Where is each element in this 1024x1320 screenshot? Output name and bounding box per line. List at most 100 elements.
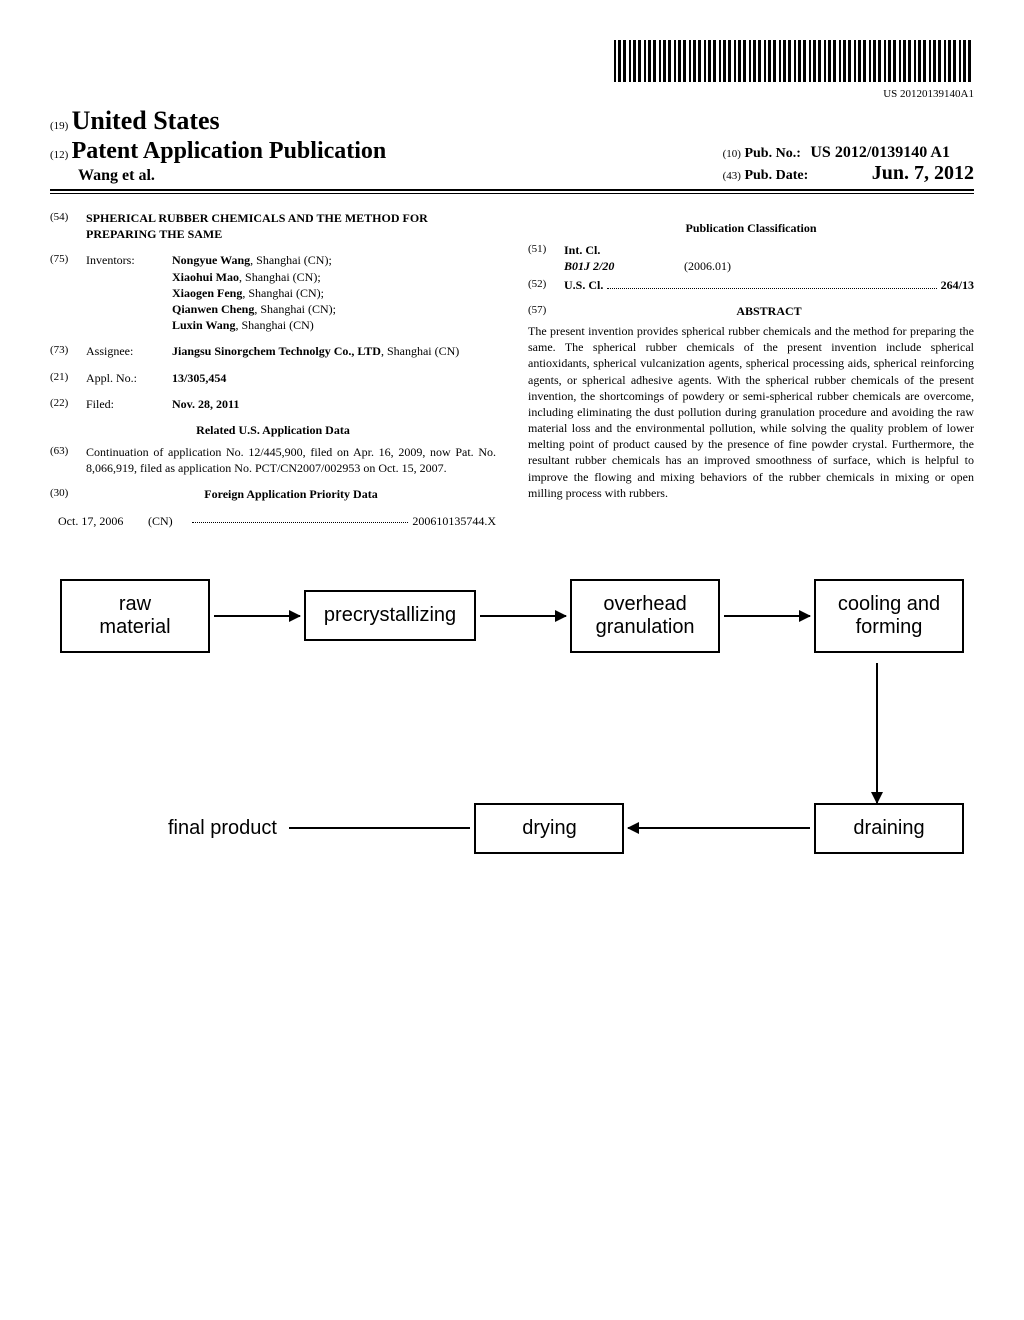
filed-date: Nov. 28, 2011 bbox=[172, 397, 239, 411]
assignee-loc: , Shanghai (CN) bbox=[381, 344, 459, 358]
field-21-label: Appl. No.: bbox=[86, 370, 172, 386]
field-22: (22) Filed: Nov. 28, 2011 bbox=[50, 396, 496, 412]
vert-connector bbox=[60, 663, 964, 803]
inventor-3-name: Qianwen Cheng bbox=[172, 302, 254, 316]
field-21: (21) Appl. No.: 13/305,454 bbox=[50, 370, 496, 386]
field-73-label: Assignee: bbox=[86, 343, 172, 359]
abstract-heading: ABSTRACT bbox=[564, 303, 974, 319]
pub-right: (10) Pub. No.: US 2012/0139140 A1 (43) P… bbox=[723, 144, 974, 185]
dotted-leader-2 bbox=[607, 279, 936, 289]
line-final bbox=[289, 827, 471, 829]
field-54-num: (54) bbox=[50, 210, 86, 242]
invention-title: SPHERICAL RUBBER CHEMICALS AND THE METHO… bbox=[86, 210, 496, 242]
title-block: (19) United States (12) Patent Applicati… bbox=[50, 106, 974, 194]
pub-left: (12) Patent Application Publication Wang… bbox=[50, 138, 386, 185]
field-73: (73) Assignee: Jiangsu Sinorgchem Techno… bbox=[50, 343, 496, 359]
field-30-num: (30) bbox=[50, 486, 86, 502]
intcl-year: (2006.01) bbox=[684, 258, 731, 274]
flow-drying: drying bbox=[474, 803, 624, 854]
inventor-1-name: Xiaohui Mao bbox=[172, 270, 239, 284]
dotted-leader bbox=[192, 513, 408, 523]
inventor-3: Qianwen Cheng, Shanghai (CN); bbox=[172, 301, 496, 317]
arrow-1 bbox=[214, 615, 300, 617]
flowchart: raw material precrystallizing overhead g… bbox=[50, 579, 974, 854]
flow-row-top: raw material precrystallizing overhead g… bbox=[60, 579, 964, 653]
uscl-value: 264/13 bbox=[941, 277, 974, 293]
field-22-label: Filed: bbox=[86, 396, 172, 412]
country-line: (19) United States bbox=[50, 106, 974, 136]
field-73-num: (73) bbox=[50, 343, 86, 359]
foreign-appno: 200610135744.X bbox=[412, 513, 496, 529]
flow-precrystallizing: precrystallizing bbox=[304, 590, 476, 641]
appl-no: 13/305,454 bbox=[172, 371, 226, 385]
field-52-num: (52) bbox=[528, 277, 564, 293]
abstract-text: The present invention provides spherical… bbox=[528, 323, 974, 501]
code-43: (43) bbox=[723, 170, 741, 182]
foreign-country: (CN) bbox=[148, 513, 188, 529]
bibliographic-columns: (54) SPHERICAL RUBBER CHEMICALS AND THE … bbox=[50, 210, 974, 539]
flow-raw-material: raw material bbox=[60, 579, 210, 653]
field-22-num: (22) bbox=[50, 396, 86, 412]
field-51: (51) Int. Cl. B01J 2/20 (2006.01) bbox=[528, 242, 974, 274]
field-51-num: (51) bbox=[528, 242, 564, 274]
field-75: (75) Inventors: Nongyue Wang, Shanghai (… bbox=[50, 252, 496, 333]
inventor-0: Nongyue Wang, Shanghai (CN); bbox=[172, 252, 496, 268]
arrow-4 bbox=[628, 827, 810, 829]
divider bbox=[50, 193, 974, 194]
field-57-num: (57) bbox=[528, 303, 564, 319]
flow-overhead-granulation: overhead granulation bbox=[570, 579, 720, 653]
field-52: (52) U.S. Cl. 264/13 bbox=[528, 277, 974, 293]
foreign-priority-row: Oct. 17, 2006 (CN) 200610135744.X bbox=[58, 513, 496, 529]
inventor-2-name: Xiaogen Feng bbox=[172, 286, 242, 300]
inventor-0-loc: , Shanghai (CN); bbox=[250, 253, 332, 267]
inventor-1-loc: , Shanghai (CN); bbox=[239, 270, 321, 284]
flow-final-product: final product bbox=[160, 805, 285, 852]
intcl-code: B01J 2/20 bbox=[564, 258, 684, 274]
inventor-1: Xiaohui Mao, Shanghai (CN); bbox=[172, 269, 496, 285]
flow-draining: draining bbox=[814, 803, 964, 854]
uscl-row: U.S. Cl. 264/13 bbox=[564, 277, 974, 293]
field-30: (30) Foreign Application Priority Data bbox=[50, 486, 496, 502]
publication-type: Patent Application Publication bbox=[72, 138, 387, 164]
pubdate-label: Pub. Date: bbox=[744, 168, 808, 183]
field-75-label: Inventors: bbox=[86, 252, 172, 333]
related-heading: Related U.S. Application Data bbox=[50, 422, 496, 438]
authors: Wang et al. bbox=[50, 167, 386, 185]
pubno-value: US 2012/0139140 A1 bbox=[810, 144, 950, 161]
inventor-2: Xiaogen Feng, Shanghai (CN); bbox=[172, 285, 496, 301]
arrow-3 bbox=[724, 615, 810, 617]
field-57: (57) ABSTRACT bbox=[528, 303, 974, 319]
publication-line: (12) Patent Application Publication Wang… bbox=[50, 138, 974, 191]
pubno-label: Pub. No.: bbox=[744, 146, 800, 161]
flow-cooling-forming: cooling and forming bbox=[814, 579, 964, 653]
inventor-4-name: Luxin Wang bbox=[172, 318, 235, 332]
inventor-2-loc: , Shanghai (CN); bbox=[242, 286, 324, 300]
inventor-3-loc: , Shanghai (CN); bbox=[254, 302, 336, 316]
inventor-4-loc: , Shanghai (CN) bbox=[235, 318, 313, 332]
field-54: (54) SPHERICAL RUBBER CHEMICALS AND THE … bbox=[50, 210, 496, 242]
arrow-2 bbox=[480, 615, 566, 617]
code-10: (10) bbox=[723, 148, 741, 160]
inventors-list: Nongyue Wang, Shanghai (CN); Xiaohui Mao… bbox=[172, 252, 496, 333]
foreign-heading: Foreign Application Priority Data bbox=[86, 486, 496, 502]
field-21-num: (21) bbox=[50, 370, 86, 386]
country-name: United States bbox=[72, 106, 220, 135]
barcode-graphic bbox=[614, 40, 974, 82]
code-19: (19) bbox=[50, 120, 68, 132]
barcode-number: US 20120139140A1 bbox=[50, 88, 974, 100]
uscl-label: U.S. Cl. bbox=[564, 277, 603, 293]
field-75-num: (75) bbox=[50, 252, 86, 333]
code-12: (12) bbox=[50, 149, 68, 161]
field-63: (63) Continuation of application No. 12/… bbox=[50, 444, 496, 476]
right-column: Publication Classification (51) Int. Cl.… bbox=[528, 210, 974, 539]
assignee-name: Jiangsu Sinorgchem Technolgy Co., LTD bbox=[172, 344, 381, 358]
left-column: (54) SPHERICAL RUBBER CHEMICALS AND THE … bbox=[50, 210, 496, 539]
inventor-0-name: Nongyue Wang bbox=[172, 253, 250, 267]
pubdate-value: Jun. 7, 2012 bbox=[872, 162, 974, 184]
inventor-4: Luxin Wang, Shanghai (CN) bbox=[172, 317, 496, 333]
classification-heading: Publication Classification bbox=[528, 220, 974, 236]
field-63-num: (63) bbox=[50, 444, 86, 476]
foreign-date: Oct. 17, 2006 bbox=[58, 513, 148, 529]
flow-row-bottom: final product drying draining bbox=[60, 803, 964, 854]
barcode-region: US 20120139140A1 bbox=[50, 40, 974, 100]
